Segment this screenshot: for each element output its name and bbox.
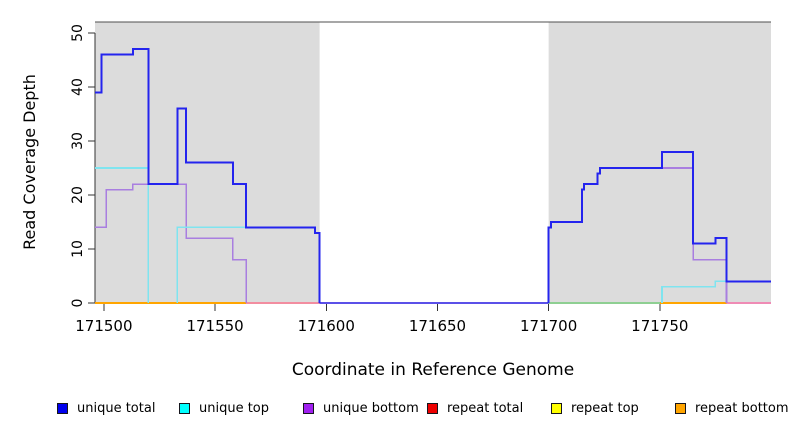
y-tick-label: 40 [70,78,86,96]
legend-swatch-icon [551,402,562,414]
series-unique-bottom [95,183,248,303]
chart-legend: unique total unique top unique bottom repea… [0,399,792,421]
y-axis-title: Read Coverage Depth [20,74,39,250]
legend-item-repeat-top: repeat top [551,399,639,417]
legend-swatch-icon [179,402,190,414]
series-unique-total [547,150,771,303]
y-tick-label: 0 [70,299,86,308]
y-tick-label: 10 [70,240,86,258]
legend-swatch-icon [427,402,438,414]
x-tick-label: 171650 [409,317,466,335]
legend-label: unique total [77,400,156,416]
x-tick-label: 171500 [75,317,132,335]
legend-label: repeat total [447,400,524,416]
legend-label: unique bottom [323,400,419,416]
legend-swatch-icon [675,402,686,414]
x-tick-label: 171600 [298,317,355,335]
x-tick-label: 171750 [631,317,688,335]
y-tick-label: 30 [70,132,86,150]
legend-item-repeat-bottom: repeat bottom [675,399,789,417]
legend-item-repeat-total: repeat total [427,399,523,417]
series-unique-total [95,48,321,303]
shaded-region [548,22,771,303]
x-tick-label: 171700 [520,317,577,335]
y-tick-label: 20 [70,186,86,204]
legend-label: repeat bottom [695,400,789,416]
legend-swatch-icon [57,402,68,414]
legend-item-unique-bottom: unique bottom [303,399,419,417]
x-tick-label: 171550 [186,317,243,335]
legend-item-unique-total: unique total [57,399,155,417]
legend-label: unique top [199,400,270,416]
x-axis-title: Coordinate in Reference Genome [291,360,575,380]
chart-plot-area: 0 10 20 30 40 50 171500 171550 171600 171650 17170… [70,21,771,335]
legend-swatch-icon [303,402,314,414]
legend-label: repeat top [571,400,639,416]
y-tick-label: 50 [70,24,86,42]
legend-item-unique-top: unique top [179,399,269,417]
